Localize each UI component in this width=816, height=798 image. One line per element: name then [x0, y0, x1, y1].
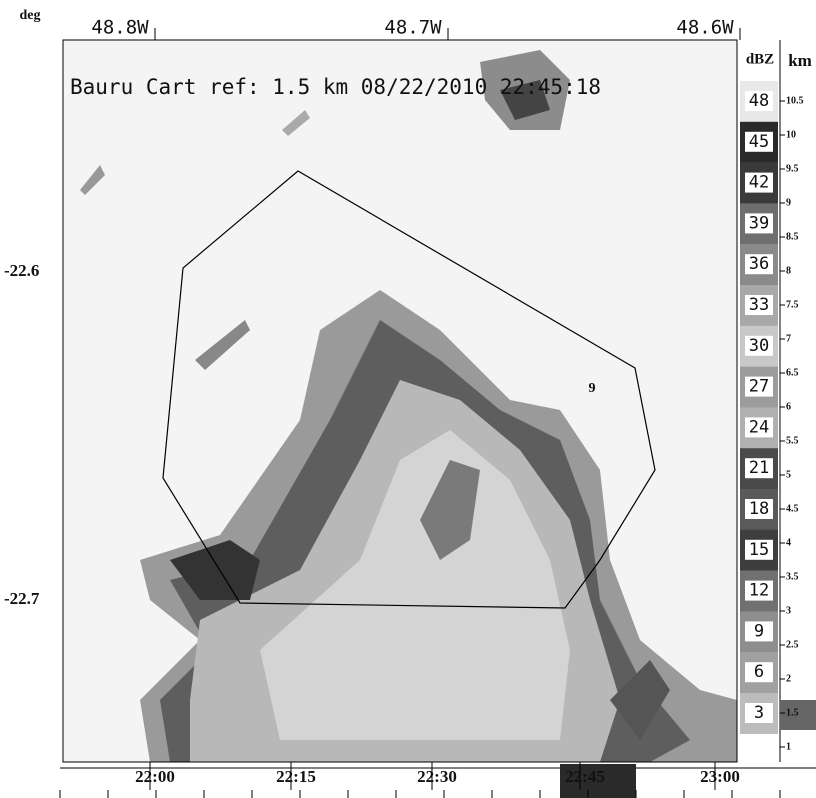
legend-label: 24 [749, 417, 769, 437]
legend-label: 6 [754, 662, 764, 682]
height-label: 6 [786, 401, 791, 412]
legend-label: 9 [754, 621, 764, 641]
legend-label: 3 [754, 703, 764, 723]
height-label: 1.5 [786, 707, 799, 718]
legend-label: 21 [749, 458, 769, 478]
height-label: 1 [786, 741, 791, 752]
height-label: 3.5 [786, 571, 799, 582]
longitude-label: 48.7W [384, 17, 442, 39]
height-label: 4 [786, 537, 791, 548]
legend-label: 18 [749, 499, 769, 519]
height-label: 8 [786, 265, 791, 276]
legend-label: 27 [749, 377, 769, 397]
longitude-label: 48.6W [676, 17, 734, 39]
legend-title: dBZ [746, 51, 774, 67]
height-label: 6.5 [786, 367, 799, 378]
time-label: 22:00 [135, 767, 175, 786]
radar-screen: deg Bauru Cart ref: 1.5 km 08/22/2010 22… [0, 0, 816, 798]
legend-label: 30 [749, 336, 769, 356]
latitude-label: -22.7 [4, 589, 40, 608]
height-label: 9 [786, 197, 791, 208]
height-label: 5.5 [786, 435, 799, 446]
legend-label: 48 [749, 91, 769, 111]
height-label: 8.5 [786, 231, 799, 242]
time-label: 22:30 [417, 767, 457, 786]
legend-label: 36 [749, 254, 769, 274]
time-label: 22:45 [565, 767, 605, 786]
height-label: 7 [786, 333, 791, 344]
height-label: 3 [786, 605, 791, 616]
longitude-label: 48.8W [91, 17, 149, 39]
height-label: 2 [786, 673, 791, 684]
legend-label: 15 [749, 540, 769, 560]
height-label: 5 [786, 469, 791, 480]
marker-label: 9 [589, 381, 596, 396]
legend-label: 12 [749, 581, 769, 601]
corner-label: deg [20, 8, 41, 23]
height-label: 7.5 [786, 299, 799, 310]
height-title: km [788, 51, 812, 70]
time-label: 23:00 [700, 767, 740, 786]
legend-label: 42 [749, 173, 769, 193]
legend-label: 39 [749, 213, 769, 233]
height-label: 9.5 [786, 163, 799, 174]
time-label: 22:15 [276, 767, 316, 786]
height-label: 10 [786, 129, 796, 140]
radar-image [63, 40, 737, 762]
legend-label: 33 [749, 295, 769, 315]
title: Bauru Cart ref: 1.5 km 08/22/2010 22:45:… [70, 75, 601, 99]
height-label: 10.5 [786, 95, 804, 106]
height-label: 2.5 [786, 639, 799, 650]
legend-label: 45 [749, 132, 769, 152]
height-label: 4.5 [786, 503, 799, 514]
latitude-label: -22.6 [4, 261, 39, 280]
